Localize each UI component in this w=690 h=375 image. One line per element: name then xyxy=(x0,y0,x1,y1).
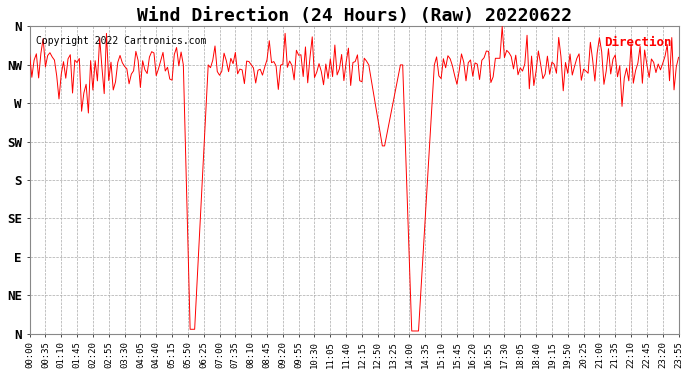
Text: Copyright 2022 Cartronics.com: Copyright 2022 Cartronics.com xyxy=(36,36,206,46)
Text: Direction: Direction xyxy=(604,36,672,49)
Title: Wind Direction (24 Hours) (Raw) 20220622: Wind Direction (24 Hours) (Raw) 20220622 xyxy=(137,7,571,25)
